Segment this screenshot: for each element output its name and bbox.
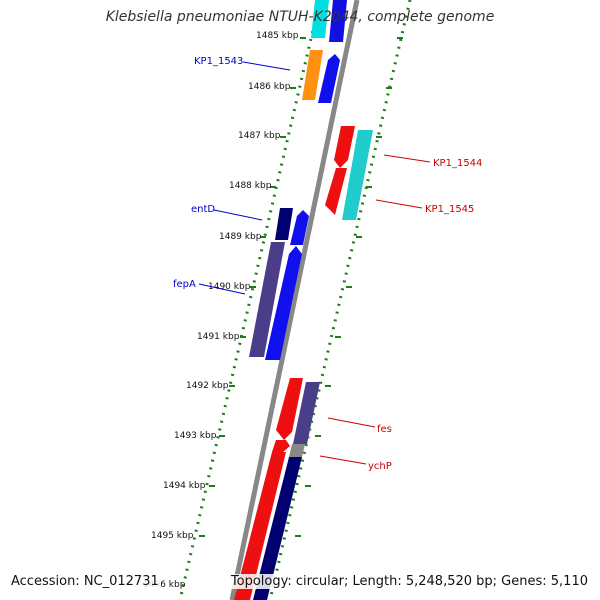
- kbp-label-1493: 1493 kbp: [174, 431, 217, 441]
- gene-feature-fepa: [265, 246, 302, 360]
- kbp-label-1485: 1485 kbp: [256, 31, 299, 41]
- gene-feature-red-lower: [325, 168, 347, 215]
- kbp-label-1486: 1486 kbp: [248, 82, 291, 92]
- gene-feature-long-red: [234, 452, 286, 600]
- gene-feature-fes-slate: [293, 382, 320, 444]
- gene-feature-orange: [302, 50, 323, 100]
- leader-fes: [327, 417, 376, 428]
- gene-label-entd[interactable]: entD: [191, 204, 215, 215]
- gene-feature-ychp-red: [272, 440, 290, 452]
- gene-label-ychp[interactable]: ychP: [368, 461, 392, 472]
- tick-marks: [199, 37, 403, 537]
- kbp-label-1489: 1489 kbp: [219, 232, 262, 242]
- kbp-label-1490: 1490 kbp: [208, 282, 251, 292]
- kbp-label-1491: 1491 kbp: [197, 332, 240, 342]
- kbp-label-1494: 1494 kbp: [163, 481, 206, 491]
- leader-fepa: [198, 283, 246, 295]
- map-title: Klebsiella pneumoniae NTUH-K2044, comple…: [105, 9, 495, 25]
- gene-feature-entd-blue: [290, 210, 309, 245]
- gene-feature-cyan-top: [311, 0, 329, 38]
- gene-label-fepa[interactable]: fepA: [173, 279, 196, 290]
- inner-dotted-ring: [178, 0, 322, 600]
- gene-feature-long-navy: [253, 457, 302, 600]
- kbp-label-1487: 1487 kbp: [238, 131, 281, 141]
- gene-label-fes[interactable]: fes: [377, 424, 392, 435]
- outer-dotted-ring: [268, 0, 412, 600]
- leader-kp1-1544: [383, 154, 431, 163]
- kbp-label-1496: 1496 kbp: [143, 580, 186, 590]
- genome-backbone: [229, 0, 360, 600]
- gene-feature-blue-top: [329, 0, 347, 42]
- leader-ychp: [319, 455, 367, 465]
- gene-feature-kp1-1545-teal: [342, 130, 373, 220]
- gene-label-kp1-1544[interactable]: KP1_1544: [433, 158, 482, 169]
- gene-label-kp1-1545[interactable]: KP1_1545: [425, 204, 474, 215]
- leader-kp1-1545: [375, 199, 423, 209]
- leader-entd: [213, 209, 263, 221]
- gene-feature-entd-navy: [275, 208, 293, 240]
- kbp-label-1495: 1495 kbp: [151, 531, 194, 541]
- leader-kp1-1543: [242, 61, 291, 71]
- topology-text: Topology: circular; Length: 5,248,520 bp…: [228, 574, 590, 589]
- accession-text: Accession: NC_012731: [9, 574, 161, 589]
- kbp-label-1492: 1492 kbp: [186, 381, 229, 391]
- gene-label-kp1-1543[interactable]: KP1_1543: [194, 56, 243, 67]
- gene-feature-fes-red: [276, 378, 303, 440]
- kbp-label-1488: 1488 kbp: [229, 181, 272, 191]
- gene-feature-grey: [289, 444, 305, 457]
- gene-feature-kp1-1543: [318, 54, 340, 103]
- gene-feature-slate: [249, 242, 285, 357]
- gene-feature-kp1-1544: [334, 126, 355, 168]
